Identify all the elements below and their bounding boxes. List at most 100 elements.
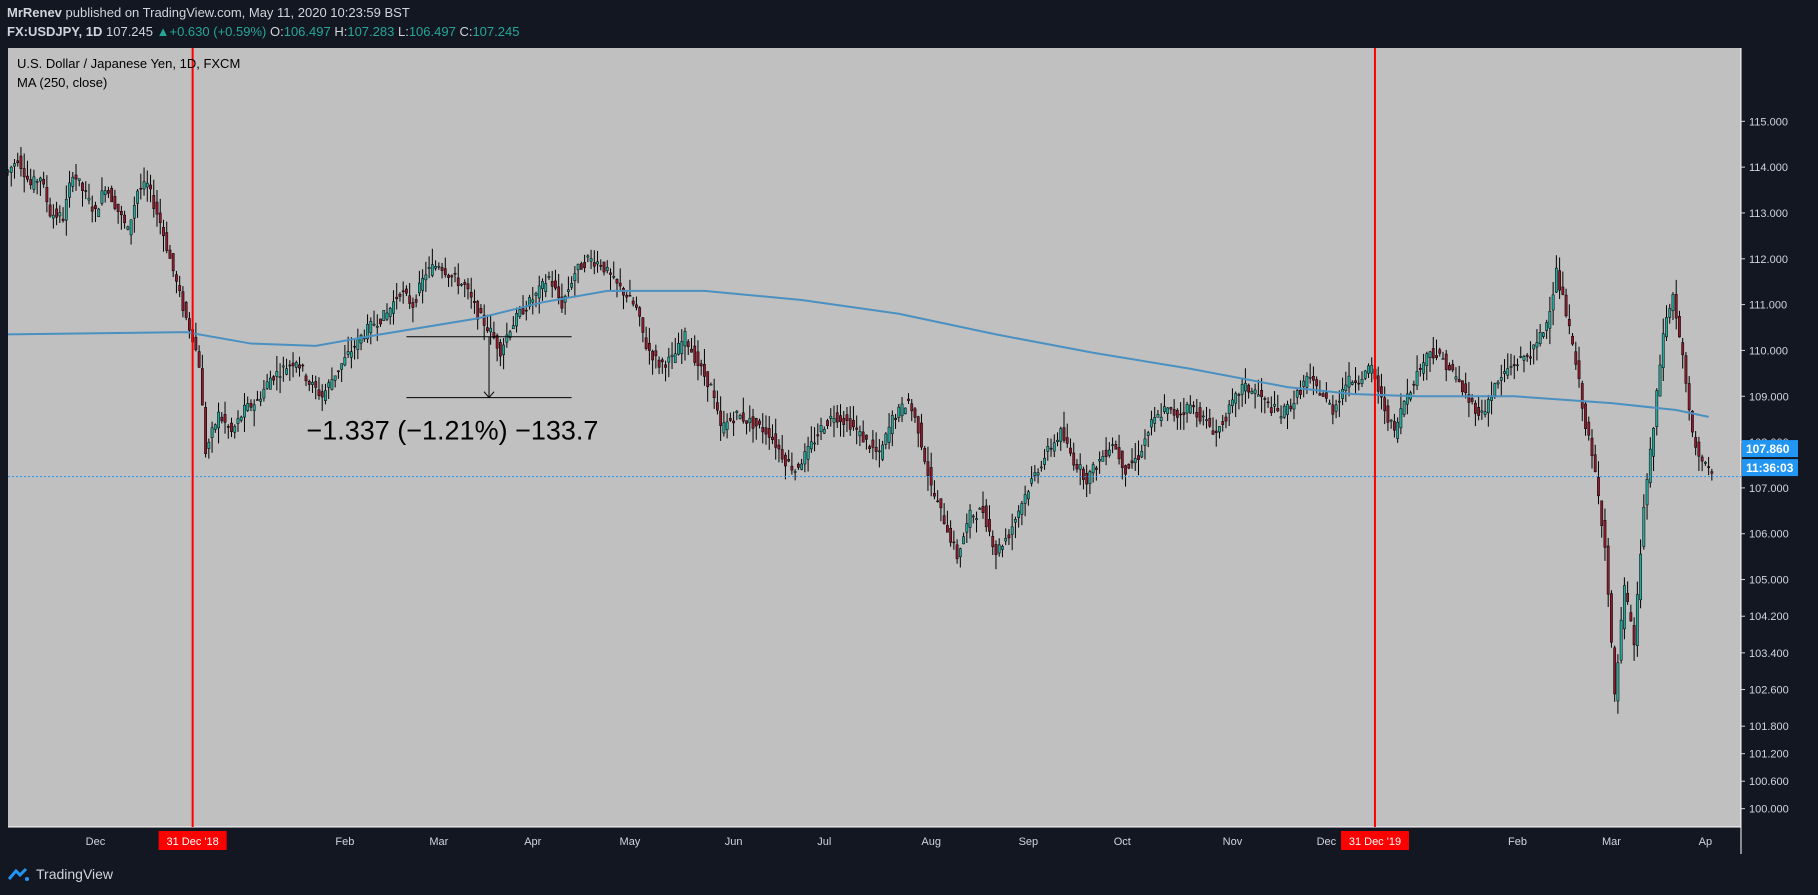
candle-body (897, 406, 901, 418)
candle-body (1671, 294, 1675, 312)
candle-body (502, 344, 505, 356)
candle-body (1088, 471, 1092, 485)
candle-body (576, 263, 580, 271)
brand[interactable]: TradingView (8, 866, 113, 882)
candle-body (877, 450, 881, 453)
candle-body (1069, 447, 1072, 454)
candle-body (1140, 451, 1144, 458)
candle-body (1454, 376, 1458, 380)
candle-body (550, 280, 554, 287)
legend-ma[interactable]: MA (250, close) (17, 75, 107, 90)
candle-body (1347, 375, 1351, 388)
candle-body (107, 190, 110, 194)
candle-body (1046, 446, 1050, 452)
candle-body (1227, 404, 1231, 414)
date-markers: 31 Dec '18 31 Dec '19 (158, 48, 1409, 850)
candle-body (609, 272, 612, 275)
candle-body (418, 282, 421, 294)
candle-body (1519, 356, 1523, 358)
x-tick-label: May (620, 836, 641, 848)
candle-body (58, 212, 62, 217)
candle-body (142, 181, 146, 190)
candle-body (745, 420, 748, 424)
publish-line: MrRenev published on TradingView.com, Ma… (7, 5, 410, 20)
candle-body (894, 417, 897, 420)
candle-body (320, 391, 324, 398)
candle-body (521, 308, 525, 315)
author-name[interactable]: MrRenev (7, 5, 62, 20)
candle-body (703, 364, 706, 377)
candle-body (761, 427, 765, 433)
candle-body (103, 190, 107, 195)
candle-body (307, 380, 311, 385)
candle-body (1344, 384, 1348, 391)
candle-body (693, 345, 697, 363)
candle-body (1205, 419, 1208, 422)
ma-line[interactable] (7, 289, 1709, 418)
candle-body (1564, 294, 1568, 317)
candle-body (988, 519, 991, 532)
candle-body (612, 275, 616, 278)
candle-body (1431, 348, 1435, 359)
candle-body (1600, 500, 1604, 526)
candle-body (865, 434, 868, 440)
measure-annotation[interactable]: −1.337 (−1.21%) −133.7 (306, 336, 598, 446)
last-price: 107.245 (106, 24, 153, 39)
candle-body (1065, 437, 1069, 444)
candle-body (81, 182, 84, 191)
x-tick-label: Feb (335, 836, 354, 848)
symbol-label[interactable]: FX:USDJPY, 1D (7, 24, 103, 39)
candle-body (1078, 464, 1082, 470)
candle-body (473, 300, 476, 303)
price-chart[interactable]: 31 Dec '18 31 Dec '19 −1.337 (−1.21%) −13… (0, 48, 1818, 854)
candle-body (1707, 466, 1710, 468)
y-tick-label: 103.400 (1749, 648, 1789, 660)
x-tick-label: Jun (725, 836, 743, 848)
candle-body (845, 414, 849, 421)
candle-body (1516, 364, 1519, 367)
footer-bar: TradingView (0, 854, 1818, 895)
candle-body (686, 341, 690, 347)
candle-body (1470, 398, 1474, 402)
candle-body (1107, 449, 1111, 456)
candle-body (1405, 393, 1409, 405)
candle-body (971, 515, 975, 518)
candle-body (1049, 447, 1053, 450)
candle-body (557, 286, 561, 298)
candle-body (1697, 441, 1701, 457)
candle-body (528, 297, 531, 307)
time-axis[interactable] (0, 827, 1818, 854)
price-tag: 107.860 11:36:03 (1742, 440, 1798, 477)
candle-body (194, 336, 198, 351)
candle-body (1658, 364, 1662, 397)
candle-body (1182, 412, 1186, 416)
candle-body (1302, 380, 1306, 387)
candle-body (826, 420, 829, 426)
candle-body (434, 266, 437, 269)
candle-body (1571, 335, 1574, 345)
candle-body (1133, 458, 1137, 464)
legend-title[interactable]: U.S. Dollar / Japanese Yen, 1D, FXCM (17, 56, 240, 71)
candle-body (1247, 384, 1251, 393)
candle-body (233, 426, 237, 433)
candle-body (884, 433, 888, 445)
candle-body (340, 363, 344, 370)
candle-body (1363, 370, 1367, 379)
candle-body (554, 280, 557, 289)
candle-body (162, 227, 165, 237)
candle-body (168, 249, 172, 259)
candle-body (171, 253, 175, 272)
candle-body (1457, 379, 1461, 382)
plot-area[interactable] (8, 48, 1741, 827)
candle-body (716, 402, 719, 411)
candle-body (285, 368, 288, 375)
candle-body (479, 308, 483, 314)
candle-body (1554, 267, 1558, 293)
candle-body (1120, 450, 1124, 468)
y-tick-label: 100.600 (1749, 776, 1789, 788)
candle-body (939, 498, 943, 509)
candle-body (1175, 409, 1179, 418)
candle-body (13, 163, 16, 167)
x-tick-label: Mar (1602, 836, 1621, 848)
candle-body (48, 204, 52, 217)
